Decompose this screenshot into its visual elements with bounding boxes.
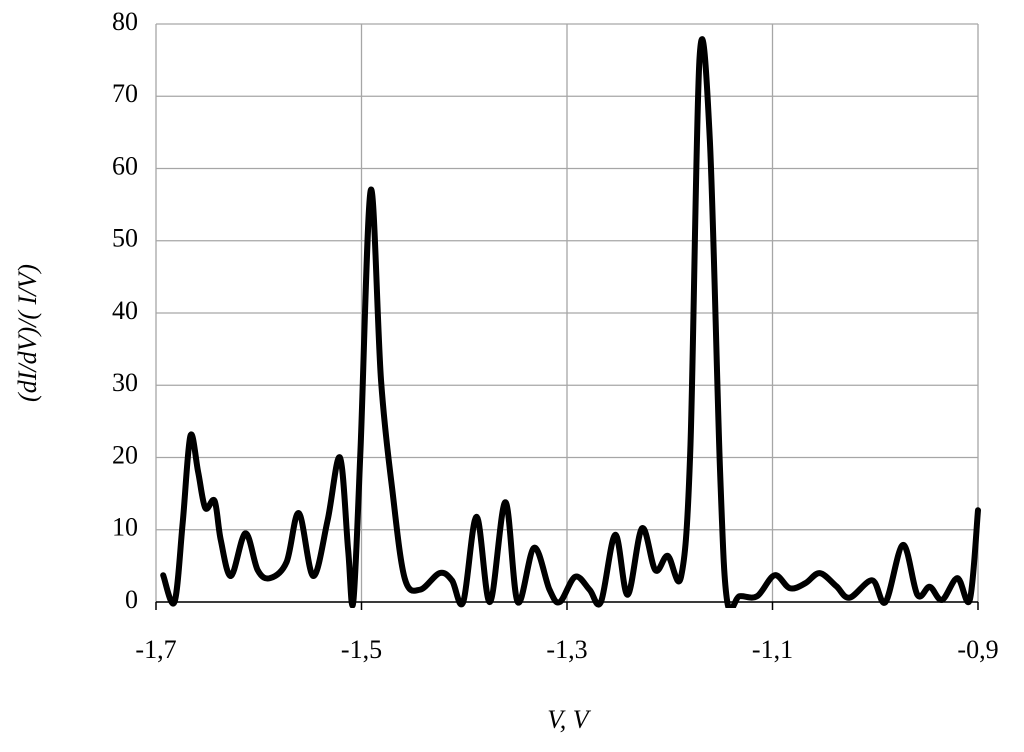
x-axis-title: V, V xyxy=(547,705,592,734)
x-tick-label: -0,9 xyxy=(957,635,998,664)
y-tick-label: 20 xyxy=(112,440,138,469)
x-tick-label: -1,7 xyxy=(135,635,176,664)
y-tick-label: 70 xyxy=(112,79,138,108)
y-tick-label: 10 xyxy=(112,513,138,542)
y-tick-label: 60 xyxy=(112,151,138,180)
x-tick-label: -1,3 xyxy=(546,635,587,664)
y-tick-label: 80 xyxy=(112,7,138,36)
y-tick-label: 40 xyxy=(112,296,138,325)
data-line xyxy=(160,36,981,608)
y-tick-label: 50 xyxy=(112,224,138,253)
x-tick-label: -1,1 xyxy=(752,635,793,664)
y-axis-title: (dI/dV)/( I/V) xyxy=(13,264,42,402)
y-tick-label: 0 xyxy=(125,585,138,614)
y-tick-label: 30 xyxy=(112,368,138,397)
x-tick-label: -1,5 xyxy=(341,635,382,664)
